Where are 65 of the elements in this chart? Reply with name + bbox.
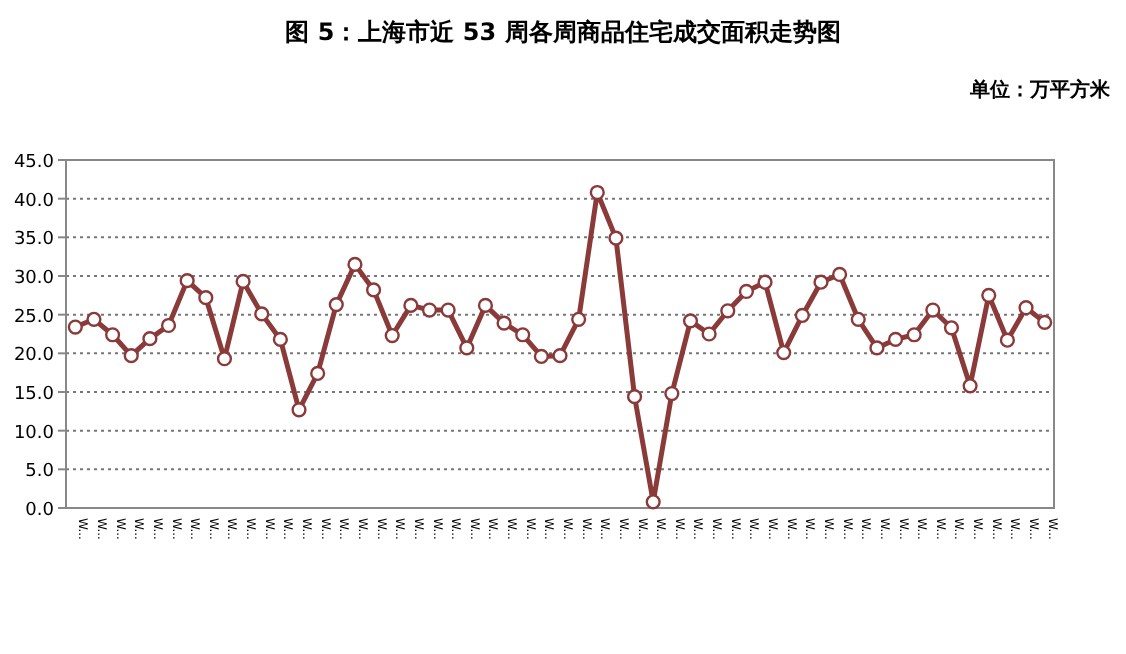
point xyxy=(310,365,326,382)
point xyxy=(477,297,494,313)
point xyxy=(925,302,941,318)
point xyxy=(533,348,549,365)
point xyxy=(776,344,792,361)
point xyxy=(440,302,456,318)
point xyxy=(738,283,755,300)
point xyxy=(496,315,512,331)
point xyxy=(850,311,866,327)
point xyxy=(1018,300,1034,316)
point xyxy=(813,274,829,290)
point xyxy=(571,311,587,327)
point xyxy=(757,274,773,290)
y-tick-label: 35.0 xyxy=(13,230,55,251)
point xyxy=(198,290,214,306)
point xyxy=(160,317,177,334)
point xyxy=(608,230,624,246)
point xyxy=(254,306,270,322)
point xyxy=(67,319,83,335)
point xyxy=(682,313,699,329)
point xyxy=(794,307,810,324)
point xyxy=(720,303,736,319)
y-tick-label: 0.0 xyxy=(25,501,55,521)
point xyxy=(664,385,680,402)
point xyxy=(1037,314,1053,330)
point xyxy=(384,327,400,344)
point xyxy=(421,302,438,318)
point xyxy=(235,273,251,290)
point xyxy=(999,332,1015,348)
point xyxy=(626,389,643,405)
point xyxy=(105,327,121,343)
y-tick-label: 10.0 xyxy=(13,423,55,444)
point xyxy=(123,348,139,364)
point xyxy=(142,331,158,347)
point xyxy=(832,266,848,283)
point xyxy=(272,331,288,348)
chart-subtitle: 单位：万平方米 xyxy=(968,78,1112,102)
point xyxy=(589,184,605,201)
y-tick-label: 25.0 xyxy=(13,307,55,328)
point xyxy=(459,340,475,356)
point xyxy=(328,297,344,313)
y-tick-label: 45.0 xyxy=(13,153,55,173)
point xyxy=(347,256,363,272)
point xyxy=(645,494,661,510)
point xyxy=(403,297,419,313)
point xyxy=(869,340,885,356)
point xyxy=(981,287,997,303)
chart-title: 图 5：上海市近 53 周各周商品住宅成交面积走势图 xyxy=(285,18,841,46)
y-tick-label: 30.0 xyxy=(13,269,55,289)
point xyxy=(365,282,382,298)
point xyxy=(906,327,922,343)
point xyxy=(291,402,307,418)
y-tick-label: 20.0 xyxy=(13,346,55,367)
point xyxy=(86,311,102,327)
point xyxy=(943,320,960,336)
y-tick-label: 15.0 xyxy=(13,385,55,405)
point xyxy=(701,326,717,342)
point xyxy=(216,351,233,367)
point xyxy=(962,378,978,394)
y-tick-label: 40.0 xyxy=(13,191,55,212)
point xyxy=(552,348,568,364)
point xyxy=(887,331,904,348)
point xyxy=(179,273,195,289)
y-tick-label: 5.0 xyxy=(25,462,55,483)
point xyxy=(515,327,531,343)
